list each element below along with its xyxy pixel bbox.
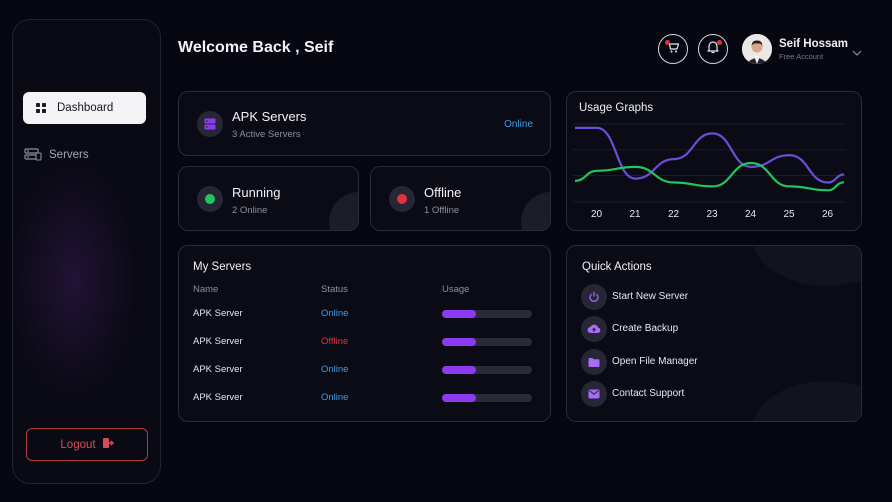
offline-subtitle: 1 Offline xyxy=(424,205,460,216)
card-decoration xyxy=(752,246,861,286)
quick-action-label: Start New Server xyxy=(612,291,689,302)
series-line-0 xyxy=(575,126,845,184)
usage-graph-card: Usage Graphs 20 21 22 23 24 25 26 xyxy=(566,91,862,231)
notification-dot xyxy=(665,40,670,45)
card-decoration xyxy=(329,192,358,230)
server-status: Online xyxy=(321,364,349,375)
my-servers-card: My Servers Name Status Usage APK Server O… xyxy=(178,245,551,422)
x-tick-label: 21 xyxy=(629,209,641,220)
usage-bar-fill xyxy=(442,310,477,318)
usage-graph-title: Usage Graphs xyxy=(579,102,654,114)
running-subtitle: 2 Online xyxy=(232,205,268,216)
usage-bar xyxy=(442,310,532,318)
server-status: Offline xyxy=(321,336,349,347)
x-tick-label: 26 xyxy=(822,209,834,220)
server-stack-icon xyxy=(197,111,223,137)
mail-icon xyxy=(581,381,607,407)
x-tick-label: 25 xyxy=(783,209,795,220)
quick-action-label: Contact Support xyxy=(612,388,685,399)
cloud-upload-icon xyxy=(581,316,607,342)
series-line-1 xyxy=(574,161,845,192)
user-role: Free Account xyxy=(779,52,824,61)
sidebar-item-dashboard[interactable]: Dashboard xyxy=(23,92,146,124)
chevron-down-icon[interactable] xyxy=(852,44,862,62)
usage-bar xyxy=(442,338,532,346)
power-icon xyxy=(581,284,607,310)
offline-card[interactable]: Offline 1 Offline xyxy=(370,166,551,231)
sidebar-item-servers[interactable]: Servers xyxy=(23,139,146,171)
running-card[interactable]: Running 2 Online xyxy=(178,166,359,231)
notifications-button[interactable] xyxy=(698,34,728,64)
bell-icon xyxy=(706,40,720,59)
my-servers-title: My Servers xyxy=(193,261,252,273)
quick-action-label: Create Backup xyxy=(612,323,679,334)
grid-icon xyxy=(33,100,49,116)
column-header-status: Status xyxy=(321,284,348,295)
x-tick-label: 24 xyxy=(745,209,757,220)
offline-title: Offline xyxy=(424,185,462,200)
usage-bar-fill xyxy=(442,366,477,374)
apk-servers-status: Online xyxy=(504,119,533,130)
notification-dot xyxy=(717,40,722,45)
sidebar-item-label: Dashboard xyxy=(57,102,114,114)
apk-servers-subtitle: 3 Active Servers xyxy=(232,129,301,140)
usage-bar-fill xyxy=(442,394,477,402)
server-icon xyxy=(23,147,43,163)
quick-action-label: Open File Manager xyxy=(612,356,698,367)
usage-line-chart xyxy=(573,123,846,203)
column-header-name: Name xyxy=(193,284,219,295)
card-decoration xyxy=(521,192,550,230)
server-status: Online xyxy=(321,308,349,319)
sidebar-item-label: Servers xyxy=(49,149,89,161)
x-tick-label: 20 xyxy=(591,209,603,220)
usage-bar xyxy=(442,366,532,374)
x-tick-label: 23 xyxy=(706,209,718,220)
x-tick-label: 22 xyxy=(668,209,680,220)
logout-icon xyxy=(102,437,114,452)
column-header-usage: Usage xyxy=(442,284,470,295)
quick-actions-card: Quick Actions Start New Server Create Bac… xyxy=(566,245,862,422)
apk-servers-title: APK Servers xyxy=(232,109,307,124)
quick-actions-title: Quick Actions xyxy=(582,261,652,273)
card-decoration xyxy=(752,381,861,421)
server-name: APK Server xyxy=(193,364,243,375)
logout-label: Logout xyxy=(60,438,96,451)
sidebar: Dashboard Servers Logout xyxy=(12,19,161,484)
server-status: Online xyxy=(321,392,349,403)
apk-servers-card[interactable]: APK Servers 3 Active Servers Online xyxy=(178,91,551,156)
usage-bar xyxy=(442,394,532,402)
cart-button[interactable] xyxy=(658,34,688,64)
server-name: APK Server xyxy=(193,336,243,347)
page-title: Welcome Back , Seif xyxy=(178,39,334,56)
server-name: APK Server xyxy=(193,308,243,319)
running-title: Running xyxy=(232,185,281,200)
user-name: Seif Hossam xyxy=(779,38,849,50)
logout-button[interactable]: Logout xyxy=(26,428,148,461)
running-status-icon xyxy=(197,186,223,212)
server-name: APK Server xyxy=(193,392,243,403)
usage-bar-fill xyxy=(442,338,477,346)
avatar[interactable] xyxy=(742,34,772,64)
offline-status-icon xyxy=(389,186,415,212)
folder-icon xyxy=(581,349,607,375)
